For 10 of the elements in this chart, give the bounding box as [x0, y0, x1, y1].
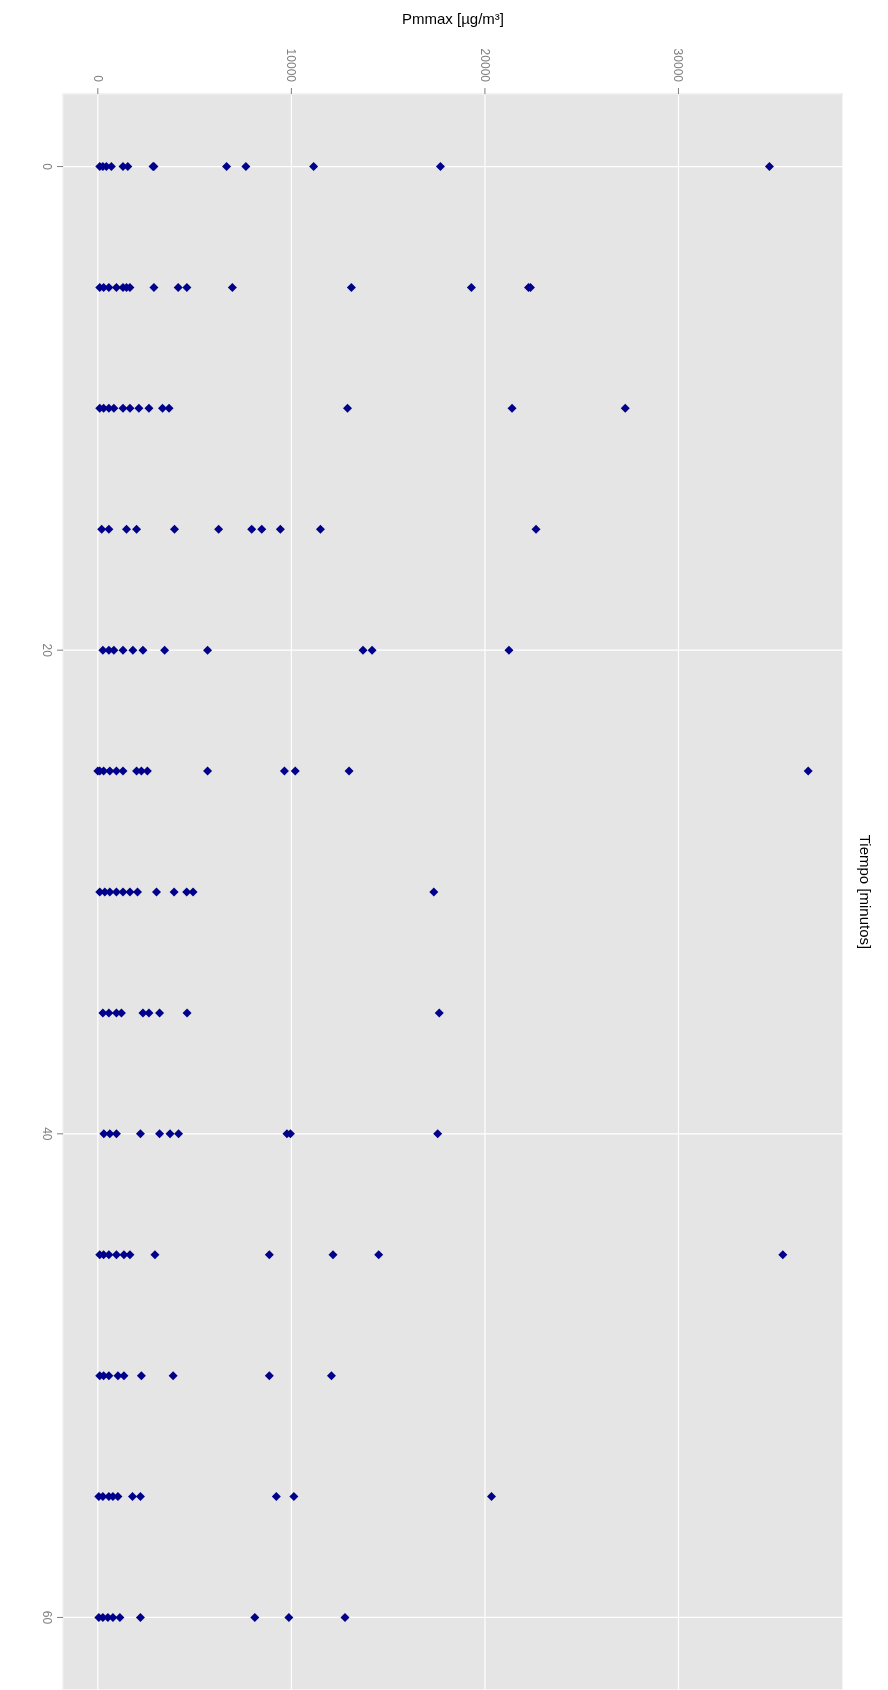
y-axis-title: Tiempo [minutos] [856, 834, 874, 950]
y-tick-label: 20 [40, 643, 54, 658]
y-tick-label: 60 [40, 1610, 54, 1625]
y-tick-label: 0 [40, 163, 54, 171]
x-tick-label: 0 [90, 75, 105, 83]
x-tick-label: 30000 [671, 48, 686, 83]
x-tick-label: 10000 [284, 48, 299, 83]
y-tick-label: 40 [40, 1127, 54, 1141]
x-tick-label: 20000 [477, 48, 492, 83]
x-axis-title: Pmmax [µg/m³] [401, 10, 505, 27]
